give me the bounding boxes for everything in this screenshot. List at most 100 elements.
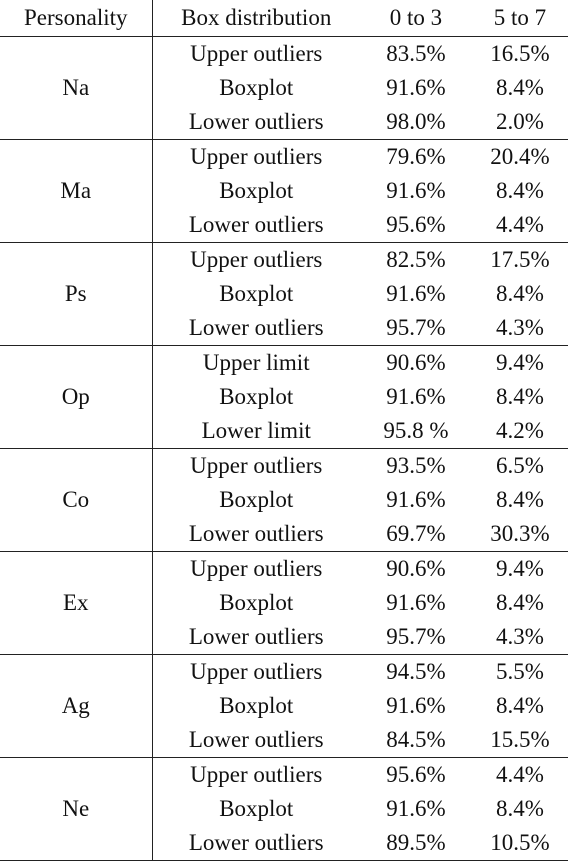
table-row: Ex Upper outliers 90.6% 9.4% [0,551,568,655]
table-row: Boxplot 91.6% 8.4% [0,689,568,723]
range-low-cell: 91.6% [386,590,446,615]
table-row: Lower outliers 95.6% 4.4% [0,208,568,243]
header-box-distribution: Box distribution [152,0,360,37]
table-row: Boxplot 91.6% 8.4% [0,380,568,414]
personality-cell: Ag [0,654,153,758]
range-low-cell: 69.7% [360,517,472,552]
personality-cell: Na [0,36,153,140]
table-row: Boxplot 91.6% 8.4% [0,277,568,311]
header-personality: Personality [0,0,153,37]
table-body: Na Upper outliers 83.5% 16.5% Boxplot 91.6% 8.… [0,36,568,861]
range-low-cell: 98.0% [360,105,472,140]
range-high-cell: 15.5% [472,723,568,758]
range-high-cell: 4.2% [472,414,568,449]
table-row: Na Upper outliers 83.5% 16.5% [0,36,568,140]
table-row: Ma Upper outliers 79.6% 20.4% [0,139,568,243]
distribution-cell: Boxplot [219,75,294,100]
table-header: Personality Box distribution 0 to 3 5 to… [0,0,568,37]
range-low-cell: 95.7% [360,620,472,655]
range-low-cell: 84.5% [360,723,472,758]
table-row: Lower outliers 95.7% 4.3% [0,311,568,346]
range-high-cell: 5.5% [496,659,544,684]
range-high-cell: 16.5% [490,41,550,66]
distribution-cell: Lower outliers [152,105,360,140]
range-high-cell: 6.5% [496,453,544,478]
distribution-cell: Upper limit [202,350,310,375]
range-low-cell: 95.7% [360,311,472,346]
distribution-cell: Upper outliers [190,659,323,684]
personality-cell: Op [0,345,153,449]
distribution-cell: Lower limit [152,414,360,449]
range-low-cell: 95.8 % [360,414,472,449]
personality-cell: Ne [0,757,153,861]
distribution-cell: Upper outliers [190,453,323,478]
distribution-cell: Upper outliers [190,41,323,66]
distribution-cell: Upper outliers [190,247,323,272]
range-high-cell: 8.4% [496,178,544,203]
distribution-cell: Upper outliers [190,144,323,169]
header-range-low: 0 to 3 [360,0,472,37]
table-row: Lower outliers 95.7% 4.3% [0,620,568,655]
range-low-cell: 94.5% [386,659,446,684]
range-low-cell: 79.6% [386,144,446,169]
range-low-cell: 91.6% [386,693,446,718]
range-high-cell: 8.4% [496,281,544,306]
range-high-cell: 10.5% [472,826,568,861]
range-high-cell: 4.4% [472,208,568,243]
distribution-cell: Upper outliers [190,762,323,787]
range-low-cell: 89.5% [360,826,472,861]
range-high-cell: 20.4% [490,144,550,169]
distribution-cell: Boxplot [219,590,294,615]
table-row: Lower outliers 69.7% 30.3% [0,517,568,552]
table-row: Boxplot 91.6% 8.4% [0,174,568,208]
range-high-cell: 8.4% [496,384,544,409]
range-low-cell: 91.6% [386,75,446,100]
range-high-cell: 8.4% [496,796,544,821]
distribution-cell: Lower outliers [152,826,360,861]
table-row: Boxplot 91.6% 8.4% [0,586,568,620]
distribution-cell: Boxplot [219,796,294,821]
distribution-cell: Boxplot [219,693,294,718]
range-low-cell: 95.6% [360,208,472,243]
range-high-cell: 8.4% [496,693,544,718]
distribution-cell: Upper outliers [190,556,323,581]
range-low-cell: 91.6% [386,384,446,409]
personality-cell: Ps [0,242,153,346]
range-high-cell: 8.4% [496,487,544,512]
range-high-cell: 9.4% [496,556,544,581]
table-row: Ag Upper outliers 94.5% 5.5% [0,654,568,758]
range-high-cell: 2.0% [472,105,568,140]
range-low-cell: 90.6% [386,556,446,581]
table-row: Co Upper outliers 93.5% 6.5% [0,448,568,552]
header-row: Personality Box distribution 0 to 3 5 to… [0,0,568,37]
table-row: Ps Upper outliers 82.5% 17.5% [0,242,568,346]
range-low-cell: 95.6% [386,762,446,787]
table-row: Ne Upper outliers 95.6% 4.4% [0,757,568,861]
range-low-cell: 91.6% [386,178,446,203]
distribution-cell: Boxplot [219,281,294,306]
range-low-cell: 91.6% [386,796,446,821]
range-high-cell: 9.4% [496,350,544,375]
table-row: Lower limit 95.8 % 4.2% [0,414,568,449]
table-row: Boxplot 91.6% 8.4% [0,792,568,826]
distribution-cell: Lower outliers [152,517,360,552]
header-range-high: 5 to 7 [472,0,568,37]
table-row: Lower outliers 84.5% 15.5% [0,723,568,758]
range-high-cell: 4.3% [472,620,568,655]
distribution-cell: Lower outliers [152,620,360,655]
personality-cell: Ex [0,551,153,655]
range-low-cell: 90.6% [386,350,446,375]
personality-cell: Co [0,448,153,552]
distribution-cell: Boxplot [219,487,294,512]
range-low-cell: 83.5% [386,41,446,66]
range-low-cell: 93.5% [386,453,446,478]
range-low-cell: 91.6% [386,281,446,306]
table-row: Lower outliers 98.0% 2.0% [0,105,568,140]
distribution-cell: Boxplot [219,178,294,203]
range-low-cell: 91.6% [386,487,446,512]
table-row: Lower outliers 89.5% 10.5% [0,826,568,861]
table-row: Op Upper limit 90.6% 9.4% [0,345,568,449]
table-row: Boxplot 91.6% 8.4% [0,71,568,105]
range-high-cell: 30.3% [472,517,568,552]
personality-cell: Ma [0,139,153,243]
